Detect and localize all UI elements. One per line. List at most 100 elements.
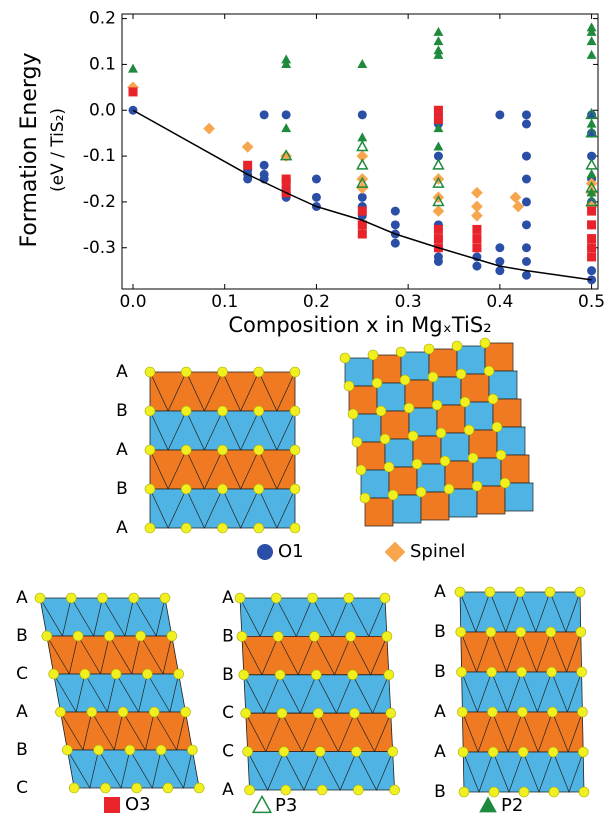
sulfur-atom xyxy=(351,747,361,757)
marker-square xyxy=(358,230,367,239)
sulfur-atom xyxy=(458,747,468,757)
y-tick-label: 0.2 xyxy=(89,9,116,29)
sulfur-atom xyxy=(384,670,394,680)
sulfur-atom xyxy=(104,631,114,641)
y-tick-label: -0.3 xyxy=(83,238,116,258)
sulfur-atom xyxy=(311,670,321,680)
marker-square xyxy=(434,115,443,124)
sulfur-atom xyxy=(487,667,497,677)
sulfur-atom xyxy=(404,403,414,413)
sulfur-atom xyxy=(42,631,52,641)
octahedron xyxy=(393,495,421,523)
structure xyxy=(455,587,589,797)
layer-letter: C xyxy=(222,703,234,723)
sulfur-atom xyxy=(218,445,228,455)
marker-circle xyxy=(495,266,504,275)
marker-circle xyxy=(495,110,504,119)
sulfur-atom xyxy=(290,523,300,533)
marker-circle xyxy=(257,544,273,560)
marker-circle xyxy=(522,152,531,161)
marker-circle xyxy=(587,266,596,275)
layer-letter: B xyxy=(434,662,446,682)
sulfur-atom xyxy=(73,631,83,641)
sulfur-atom xyxy=(62,745,72,755)
sulfur-atom xyxy=(576,627,586,637)
sulfur-atom xyxy=(484,366,494,376)
layer-letter: A xyxy=(434,742,446,762)
marker-square xyxy=(472,225,481,234)
layer-letter: A xyxy=(16,702,28,722)
sulfur-atom xyxy=(145,406,155,416)
sulfur-atom xyxy=(488,747,498,757)
sulfur-atom xyxy=(456,369,466,379)
sulfur-atom xyxy=(547,667,557,677)
sulfur-atom xyxy=(372,378,382,388)
sulfur-atom xyxy=(500,478,510,488)
marker-circle xyxy=(522,175,531,184)
structure xyxy=(235,593,400,795)
sulfur-atom xyxy=(388,490,398,500)
marker-square xyxy=(587,234,596,243)
layer-letter: A xyxy=(434,582,446,602)
x-axis-label: Composition x in MgₓTiS₂ xyxy=(228,313,491,337)
sulfur-atom xyxy=(346,631,356,641)
marker-circle xyxy=(391,239,400,248)
sulfur-atom xyxy=(386,708,396,718)
sulfur-atom xyxy=(80,669,90,679)
sulfur-atom xyxy=(309,631,319,641)
sulfur-atom xyxy=(412,459,422,469)
sulfur-atom xyxy=(136,631,146,641)
layer-letter: A xyxy=(16,588,28,608)
layer-letter: B xyxy=(222,665,234,685)
sulfur-atom xyxy=(218,367,228,377)
sulfur-atom xyxy=(273,631,283,641)
marker-circle xyxy=(522,110,531,119)
sulfur-atom xyxy=(174,669,184,679)
sulfur-atom xyxy=(87,707,97,717)
x-tick-label: 0.1 xyxy=(211,292,238,312)
sulfur-atom xyxy=(218,523,228,533)
sulfur-atom xyxy=(142,669,152,679)
sulfur-atom xyxy=(340,353,350,363)
sulfur-atom xyxy=(456,627,466,637)
layer-letter: C xyxy=(16,778,28,798)
sulfur-atom xyxy=(277,708,287,718)
sulfur-atom xyxy=(254,523,264,533)
layer xyxy=(246,713,393,751)
legend-label: P3 xyxy=(275,795,297,816)
sulfur-atom xyxy=(548,747,558,757)
sulfur-atom xyxy=(575,587,585,597)
marker-circle xyxy=(260,161,269,170)
sulfur-atom xyxy=(485,587,495,597)
sulfur-atom xyxy=(181,367,191,377)
layer-letter: A xyxy=(222,588,234,608)
sulfur-atom xyxy=(254,406,264,416)
marker-square xyxy=(434,106,443,115)
sulfur-atom xyxy=(181,445,191,455)
sulfur-atom xyxy=(457,667,467,677)
sulfur-atom xyxy=(460,397,470,407)
sulfur-atom xyxy=(578,747,588,757)
sulfur-atom xyxy=(487,707,497,717)
sulfur-atom xyxy=(577,707,587,717)
layer-letter: A xyxy=(116,362,128,382)
y-tick-label: -0.2 xyxy=(83,192,116,212)
sulfur-atom xyxy=(455,587,465,597)
sulfur-atom xyxy=(457,707,467,717)
marker-square xyxy=(434,225,443,234)
sulfur-atom xyxy=(254,367,264,377)
sulfur-atom xyxy=(317,785,327,795)
sulfur-atom xyxy=(254,445,264,455)
sulfur-atom xyxy=(546,627,556,637)
marker-square xyxy=(434,234,443,243)
sulfur-atom xyxy=(488,394,498,404)
sulfur-atom xyxy=(156,745,166,755)
sulfur-atom xyxy=(452,341,462,351)
layer-letter: B xyxy=(222,626,234,646)
legend-label: O1 xyxy=(278,541,304,562)
legend-label: O3 xyxy=(125,794,151,815)
sulfur-atom xyxy=(290,406,300,416)
y-tick-label: -0.1 xyxy=(83,146,116,166)
marker-square xyxy=(472,234,481,243)
sulfur-atom xyxy=(98,593,108,603)
